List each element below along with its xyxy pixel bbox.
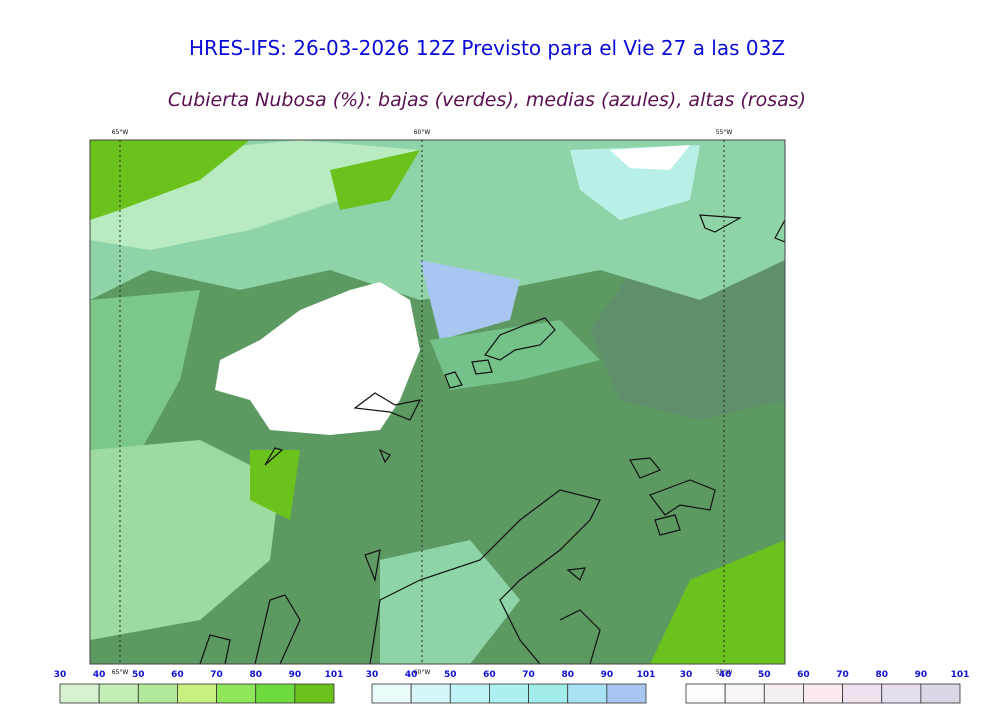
colorbar-box [216, 683, 257, 704]
colorbar-label: 60 [171, 670, 184, 680]
colorbar-label: 50 [132, 670, 145, 680]
colorbar-label: 101 [637, 670, 656, 680]
colorbar-box [685, 683, 726, 704]
colorbar-label: 101 [325, 670, 344, 680]
colorbar-label: 70 [210, 670, 223, 680]
colorbar-label: 40 [93, 670, 106, 680]
low-cloud [650, 540, 785, 664]
colorbar-label: 90 [289, 670, 302, 680]
lon-label: 65°W [112, 669, 129, 676]
cloud-band [430, 320, 600, 390]
cloud-band [380, 540, 520, 664]
colorbar-label: 30 [54, 670, 67, 680]
colorbar-box [567, 683, 608, 704]
colorbar-box [724, 683, 765, 704]
colorbar-box [528, 683, 569, 704]
low-cloud [330, 150, 420, 210]
colorbar-box [489, 683, 529, 704]
colorbar-label: 30 [680, 670, 693, 680]
colorbar-box [881, 683, 922, 704]
low-cloud [90, 140, 250, 220]
title: HRES-IFS: 26-03-2026 12Z Previsto para e… [189, 36, 785, 60]
colorbar-box [137, 683, 178, 704]
colorbar-box [59, 683, 100, 704]
colorbar-label: 40 [405, 670, 418, 680]
map-frame [89, 139, 786, 665]
colorbar-label: 60 [797, 670, 810, 680]
colorbar-label: 80 [249, 670, 262, 680]
colorbar-label: 60 [483, 670, 496, 680]
colorbar-box [255, 683, 296, 704]
colorbar-box [763, 683, 804, 704]
subtitle: Cubierta Nubosa (%): bajas (verdes), med… [168, 89, 806, 111]
colorbar-label: 30 [366, 670, 379, 680]
colorbar-label: 101 [951, 670, 970, 680]
colorbars: 30 40 50 60 70 80 90 101 30 40 50 60 70 80 90 101 30 40 50… [54, 670, 970, 704]
lon-label: 60°W [414, 669, 431, 676]
colorbar-label: 80 [875, 670, 888, 680]
colorbar-box [920, 683, 961, 704]
coastline [199, 214, 785, 664]
colorbar-label: 90 [601, 670, 614, 680]
colorbar-label: 40 [719, 670, 732, 680]
low-cloud [250, 450, 300, 520]
lon-label: 65°W [112, 129, 129, 136]
clear-area [610, 145, 690, 170]
lon-label: 55°W [716, 669, 733, 676]
graticule [119, 140, 725, 664]
colorbar-box [803, 683, 843, 704]
colorbar-box [98, 683, 139, 704]
clear-area [215, 282, 420, 435]
colorbar-box [842, 683, 883, 704]
mid-cloud [420, 260, 520, 340]
lon-label: 55°W [716, 129, 733, 136]
lon-label: 60°W [414, 129, 431, 136]
colorbar-box [410, 683, 451, 704]
colorbar-box [294, 683, 335, 704]
colorbar-label: 50 [758, 670, 771, 680]
colorbar-box [371, 683, 412, 704]
colorbar-box [606, 683, 647, 704]
colorbar-label: 70 [522, 670, 535, 680]
cloud-band [90, 440, 280, 640]
colorbar-label: 90 [915, 670, 928, 680]
colorbar-label: 70 [836, 670, 849, 680]
colorbar-label: 80 [561, 670, 574, 680]
colorbar-label: 50 [444, 670, 457, 680]
map [90, 140, 785, 664]
colorbar-box [449, 683, 490, 704]
colorbar-box [177, 683, 217, 704]
